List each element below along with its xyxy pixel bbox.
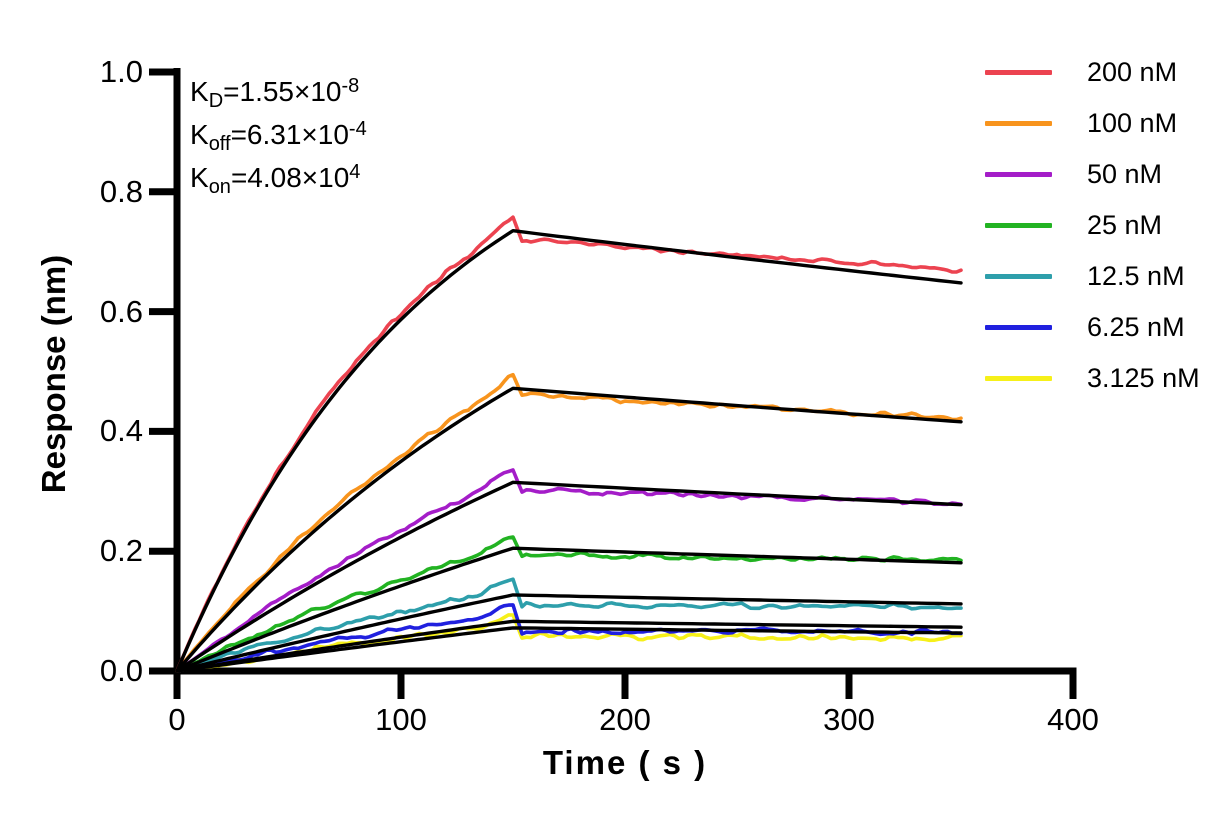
- kon-base: K: [190, 162, 209, 193]
- kd-base: K: [190, 76, 209, 107]
- kinetics-annotations: KD=1.55×10-8 Koff=6.31×10-4 Kon=4.08×104: [190, 70, 367, 199]
- legend-label: 100 nM: [1087, 108, 1178, 138]
- y-axis-title: Response (nm): [35, 254, 72, 494]
- legend-item-3.125nM: 3.125 nM: [985, 353, 1200, 404]
- legend-swatch-line-25nM: [985, 223, 1052, 228]
- x-tick-label: 400: [1047, 702, 1099, 737]
- kd-value: =1.55×10: [223, 76, 342, 107]
- series-6.25nM-fit: [175, 619, 963, 673]
- legend-swatch-line-200nM: [985, 70, 1052, 75]
- x-tick-label: 100: [375, 702, 427, 737]
- legend-swatch-line-50nM: [985, 172, 1052, 177]
- legend-item-200nM: 200 nM: [985, 47, 1200, 98]
- legend-item-6.25nM: 6.25 nM: [985, 302, 1200, 353]
- series-100nM-fit: [175, 386, 963, 673]
- kon-annotation: Kon=4.08×104: [190, 156, 367, 199]
- y-tick-label: 0.4: [99, 413, 143, 449]
- kon-sub: on: [208, 176, 231, 198]
- legend-label: 200 nM: [1087, 57, 1178, 87]
- legend-item-50nM: 50 nM: [985, 149, 1200, 200]
- legend-label: 3.125 nM: [1087, 363, 1200, 393]
- y-tick-label: 0.2: [99, 533, 143, 569]
- series-25nM-fit: [175, 546, 963, 673]
- y-tick-label: 0.6: [99, 293, 143, 329]
- legend-swatch-line-100nM: [985, 121, 1052, 126]
- series-3.125nM-fit: [175, 626, 963, 673]
- legend-swatch-line-12.5nM: [985, 274, 1052, 279]
- legend-item-12.5nM: 12.5 nM: [985, 251, 1200, 302]
- koff-annotation: Koff=6.31×10-4: [190, 113, 367, 156]
- series-200nM-trace: [175, 215, 963, 673]
- legend-label: 50 nM: [1087, 159, 1163, 189]
- legend-label: 6.25 nM: [1087, 312, 1185, 342]
- x-tick-label: 0: [168, 702, 186, 737]
- y-tick-label: 0.8: [99, 173, 143, 209]
- legend-label: 25 nM: [1087, 210, 1163, 240]
- y-tick-label: 1.0: [99, 54, 143, 89]
- kd-exp: -8: [341, 75, 360, 97]
- series-200nM-fit: [175, 229, 963, 673]
- x-axis-title: Time ( s ): [542, 744, 708, 781]
- legend: 200 nM 100 nM 50 nM 25 nM 12.5 nM 6.25 n…: [985, 47, 1200, 404]
- legend-label: 12.5 nM: [1087, 261, 1185, 291]
- legend-item-25nM: 25 nM: [985, 200, 1200, 251]
- legend-swatch-line-6.25nM: [985, 325, 1052, 330]
- kon-exp: 4: [349, 161, 361, 183]
- kd-annotation: KD=1.55×10-8: [190, 70, 367, 113]
- series-50nM-fit: [175, 480, 963, 673]
- kon-value: =4.08×10: [230, 162, 350, 193]
- x-tick-label: 300: [823, 702, 875, 737]
- kd-sub: D: [208, 90, 224, 112]
- koff-sub: off: [208, 133, 231, 155]
- koff-value: =6.31×10: [230, 119, 349, 150]
- series-12.5nM-trace: [175, 577, 963, 673]
- koff-exp: -4: [348, 118, 367, 140]
- series-100nM-trace: [175, 372, 963, 673]
- x-tick-label: 200: [599, 702, 651, 737]
- koff-base: K: [190, 119, 209, 150]
- series-12.5nM-fit: [175, 593, 963, 673]
- legend-swatch-line-3.125nM: [985, 376, 1052, 381]
- legend-item-100nM: 100 nM: [985, 98, 1200, 149]
- y-tick-label: 0.0: [99, 653, 143, 688]
